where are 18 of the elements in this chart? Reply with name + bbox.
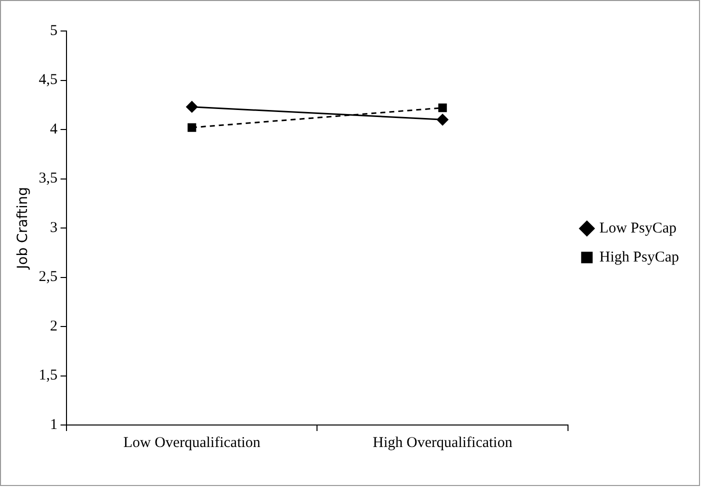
y-tick-label: 5: [50, 22, 58, 39]
legend-label: Low PsyCap: [599, 220, 676, 236]
y-tick-label: 1: [50, 416, 58, 433]
y-axis-title: Job Crafting: [15, 187, 32, 270]
x-tick-label: High Overqualification: [372, 434, 513, 451]
point: [436, 114, 448, 126]
x-tick-label: Low Overqualification: [123, 434, 261, 451]
y-tick-label: 4: [50, 121, 58, 138]
y-tick-label: 2: [50, 318, 58, 334]
y-tick-label: 1,5: [38, 368, 58, 384]
y-tick-label: 3: [50, 220, 58, 236]
y-tick-label: 3,5: [38, 170, 58, 187]
point: [188, 123, 196, 132]
point: [438, 104, 447, 112]
y-tick-label: 2,5: [38, 269, 58, 286]
point: [186, 101, 198, 113]
y-tick-label: 4,5: [38, 72, 58, 88]
legend-label: High PsyCap: [599, 249, 679, 266]
